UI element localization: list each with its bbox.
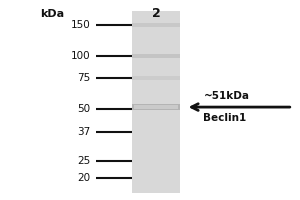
Bar (132, 54, 180, 58)
Text: kDa: kDa (40, 9, 64, 19)
Text: Beclin1: Beclin1 (203, 113, 247, 123)
Text: 25: 25 (77, 156, 91, 166)
Bar (132, 11, 180, 193)
Text: 2: 2 (152, 7, 160, 20)
Text: 50: 50 (77, 104, 91, 114)
Bar (132, 76, 180, 80)
Bar (134, 105, 178, 109)
Text: 20: 20 (77, 173, 91, 183)
Text: 100: 100 (71, 51, 91, 61)
Text: 75: 75 (77, 73, 91, 83)
Bar (132, 104, 180, 110)
Bar (132, 23, 180, 27)
Text: 150: 150 (71, 20, 91, 30)
Text: 37: 37 (77, 127, 91, 137)
Text: ~51kDa: ~51kDa (203, 91, 250, 101)
